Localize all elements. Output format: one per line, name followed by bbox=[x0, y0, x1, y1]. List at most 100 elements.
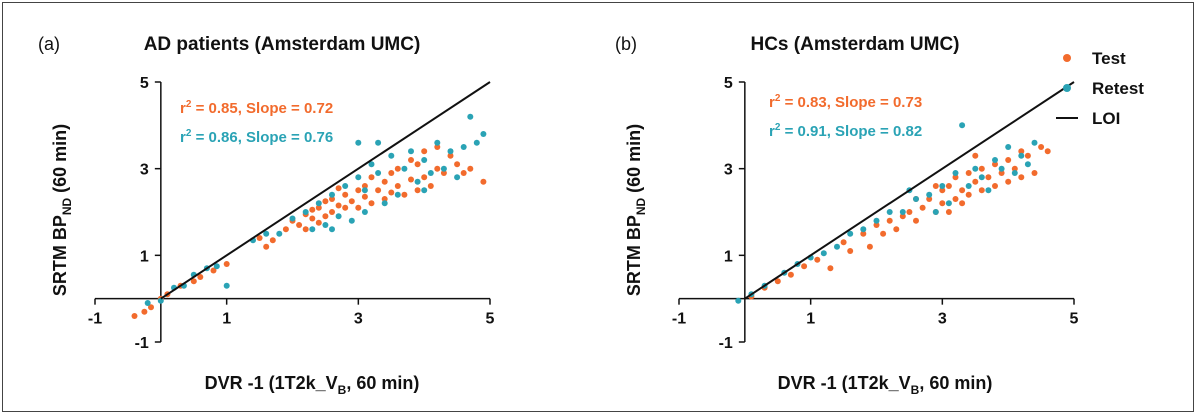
point-test bbox=[394, 165, 401, 172]
panel-a: (a) AD patients (Amsterdam UMC) -1 1 3 5 -1 1… bbox=[38, 34, 495, 397]
y-tick-label: 3 bbox=[724, 162, 733, 179]
point-test bbox=[141, 308, 148, 315]
point-test bbox=[256, 235, 263, 241]
point-test bbox=[401, 191, 408, 198]
point-test bbox=[992, 161, 998, 168]
point-retest bbox=[388, 152, 395, 159]
legend: Test Retest LOI bbox=[1056, 49, 1144, 128]
x-axis-label: DVR -1 (1T2k_VB, 60 min) bbox=[205, 373, 420, 397]
point-test bbox=[434, 165, 441, 172]
point-test bbox=[408, 157, 414, 163]
legend-label-retest: Retest bbox=[1092, 79, 1144, 98]
point-retest bbox=[401, 165, 408, 172]
point-test bbox=[440, 170, 447, 176]
plot-area: -1 1 3 5 -1 1 3 5 bbox=[88, 75, 495, 352]
y-tick-label: 1 bbox=[140, 248, 149, 265]
r2-value: = 0.83, Slope = 0.73 bbox=[780, 94, 922, 111]
point-test bbox=[210, 267, 217, 274]
point-test bbox=[335, 202, 342, 209]
point-retest bbox=[952, 170, 959, 176]
legend-label-test: Test bbox=[1092, 49, 1126, 68]
y-axis-label: SRTM BPND (60 min) bbox=[50, 124, 74, 296]
x-axis-label: DVR -1 (1T2k_VB, 60 min) bbox=[778, 373, 993, 397]
point-test bbox=[985, 174, 992, 181]
point-test bbox=[787, 271, 794, 278]
point-retest bbox=[289, 215, 296, 222]
point-test bbox=[460, 170, 467, 176]
r2-symbol: r bbox=[180, 129, 186, 146]
x-tick-label: -1 bbox=[88, 311, 102, 328]
point-retest bbox=[820, 250, 827, 257]
point-retest bbox=[355, 174, 362, 181]
point-test bbox=[906, 209, 913, 215]
point-retest bbox=[381, 200, 388, 207]
point-test bbox=[801, 263, 808, 270]
point-test bbox=[978, 165, 985, 172]
r2-symbol: r bbox=[769, 123, 775, 140]
point-retest bbox=[899, 209, 906, 215]
x-axis-label-main: DVR -1 (1T2k_V bbox=[778, 373, 911, 393]
point-test bbox=[414, 187, 421, 194]
point-test bbox=[302, 226, 309, 233]
point-retest bbox=[440, 165, 447, 172]
r2-value: = 0.85, Slope = 0.72 bbox=[191, 100, 333, 117]
point-retest bbox=[361, 209, 368, 215]
regression-annotation-retest: r2 = 0.91, Slope = 0.82 bbox=[769, 122, 922, 140]
legend-marker-test bbox=[1063, 54, 1071, 62]
y-tick-label: 1 bbox=[724, 248, 733, 265]
r2-exponent: 2 bbox=[775, 93, 781, 104]
point-test bbox=[381, 178, 388, 185]
point-test bbox=[860, 230, 867, 237]
point-test bbox=[939, 187, 946, 194]
legend-item-test: Test bbox=[1063, 49, 1126, 68]
point-test bbox=[847, 248, 854, 254]
point-retest bbox=[355, 139, 362, 146]
r2-exponent: 2 bbox=[186, 99, 192, 110]
point-test bbox=[421, 174, 428, 181]
point-test bbox=[774, 278, 781, 285]
point-retest bbox=[1024, 161, 1031, 168]
point-test bbox=[945, 209, 952, 215]
point-test bbox=[965, 191, 972, 198]
y-tick-label: 3 bbox=[140, 162, 149, 179]
point-test bbox=[932, 183, 939, 189]
point-retest bbox=[886, 209, 893, 215]
point-test bbox=[998, 170, 1005, 176]
x-axis-label-sub: B bbox=[338, 383, 347, 397]
point-test bbox=[972, 152, 979, 159]
x-axis-label-main: DVR -1 (1T2k_V bbox=[205, 373, 338, 393]
point-retest bbox=[992, 157, 998, 163]
point-retest bbox=[223, 282, 230, 289]
r2-value: = 0.86, Slope = 0.76 bbox=[191, 129, 333, 146]
point-retest bbox=[348, 217, 355, 224]
point-retest bbox=[985, 187, 992, 194]
panel-label: (b) bbox=[615, 34, 637, 54]
point-test bbox=[959, 187, 966, 194]
point-test bbox=[355, 204, 362, 211]
point-test bbox=[454, 161, 461, 168]
point-test bbox=[959, 200, 966, 207]
point-test bbox=[282, 226, 289, 233]
point-test bbox=[939, 200, 946, 207]
point-test bbox=[945, 183, 952, 189]
point-test bbox=[315, 219, 322, 226]
point-retest bbox=[932, 209, 939, 215]
r2-symbol: r bbox=[180, 100, 186, 117]
point-retest bbox=[144, 300, 151, 306]
point-retest bbox=[965, 183, 972, 189]
point-test bbox=[1018, 174, 1025, 181]
point-test bbox=[388, 170, 395, 176]
chart-title: AD patients (Amsterdam UMC) bbox=[144, 34, 421, 55]
r2-symbol: r bbox=[769, 94, 775, 111]
point-test bbox=[992, 183, 998, 189]
point-test bbox=[368, 174, 375, 181]
point-test bbox=[361, 193, 368, 200]
point-retest bbox=[368, 161, 375, 168]
point-retest bbox=[447, 148, 454, 155]
point-test bbox=[190, 278, 197, 285]
point-test bbox=[263, 243, 270, 250]
y-tick-label: 5 bbox=[140, 75, 149, 92]
x-tick-label: 1 bbox=[806, 311, 815, 328]
